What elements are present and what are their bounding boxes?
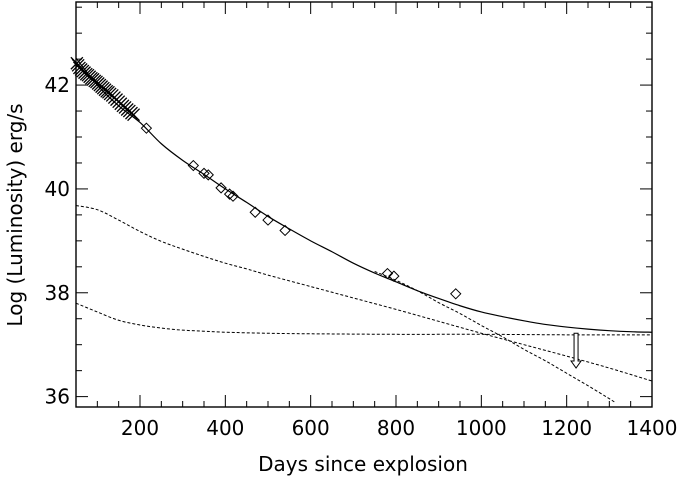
y-tick-label: 38 bbox=[45, 281, 70, 305]
diamond-marker bbox=[140, 122, 153, 134]
cross-marker bbox=[127, 108, 141, 122]
y-tick-label: 40 bbox=[45, 177, 70, 201]
diamond-marker bbox=[227, 190, 239, 202]
x-tick-label: 800 bbox=[377, 416, 415, 440]
plot-border bbox=[75, 1, 653, 408]
diamond-marker bbox=[262, 214, 274, 226]
x-tick-label: 1000 bbox=[456, 416, 507, 440]
x-tick-label: 400 bbox=[206, 416, 244, 440]
plot-frame bbox=[75, 1, 653, 408]
upper-limit-arrow bbox=[570, 332, 583, 369]
y-tick-label: 36 bbox=[45, 385, 70, 409]
x-tick-label: 200 bbox=[121, 416, 159, 440]
component-curve-3 bbox=[76, 302, 652, 336]
diamond-marker bbox=[388, 270, 400, 282]
diamond-marker bbox=[450, 288, 462, 300]
x-tick-label: 1400 bbox=[627, 416, 678, 440]
y-axis-label: Log (Luminosity) erg/s bbox=[3, 103, 27, 326]
axis-ticks: 200 400 600 800 1000 1200 1400 36 38 40 42 bbox=[45, 2, 678, 440]
diamond-marker bbox=[249, 206, 261, 218]
diamond-marker bbox=[223, 188, 236, 200]
component-curve-1 bbox=[374, 271, 617, 404]
diamond-marker bbox=[187, 159, 200, 172]
component-curve-2 bbox=[76, 205, 652, 382]
data-markers bbox=[70, 56, 583, 369]
diamond-marker bbox=[198, 167, 210, 180]
x-axis-label: Days since explosion bbox=[258, 452, 468, 476]
y-tick-label: 42 bbox=[45, 73, 70, 97]
total-model-curve bbox=[76, 57, 652, 333]
x-tick-label: 600 bbox=[292, 416, 330, 440]
x-tick-label: 1200 bbox=[541, 416, 592, 440]
diamond-marker bbox=[215, 182, 227, 194]
diamond-marker bbox=[381, 267, 394, 280]
diamond-marker bbox=[202, 169, 214, 181]
diamond-marker bbox=[279, 224, 291, 237]
model-curves bbox=[76, 57, 652, 404]
